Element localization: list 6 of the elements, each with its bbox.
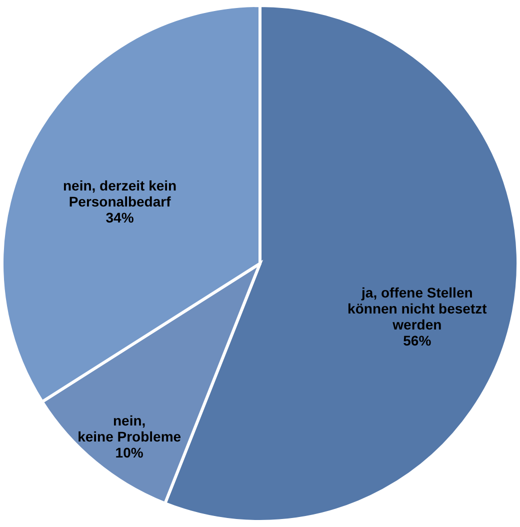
slice-label: nein, derzeit kein Personalbedarf bbox=[62, 177, 177, 210]
slice-label: nein, keine Probleme bbox=[78, 412, 182, 444]
data-label: 56% bbox=[403, 332, 432, 348]
data-label: 10% bbox=[115, 444, 144, 460]
slice-label: ja, offene Stellen können nicht besetzt werden bbox=[348, 284, 488, 332]
data-label: 34% bbox=[106, 209, 134, 226]
